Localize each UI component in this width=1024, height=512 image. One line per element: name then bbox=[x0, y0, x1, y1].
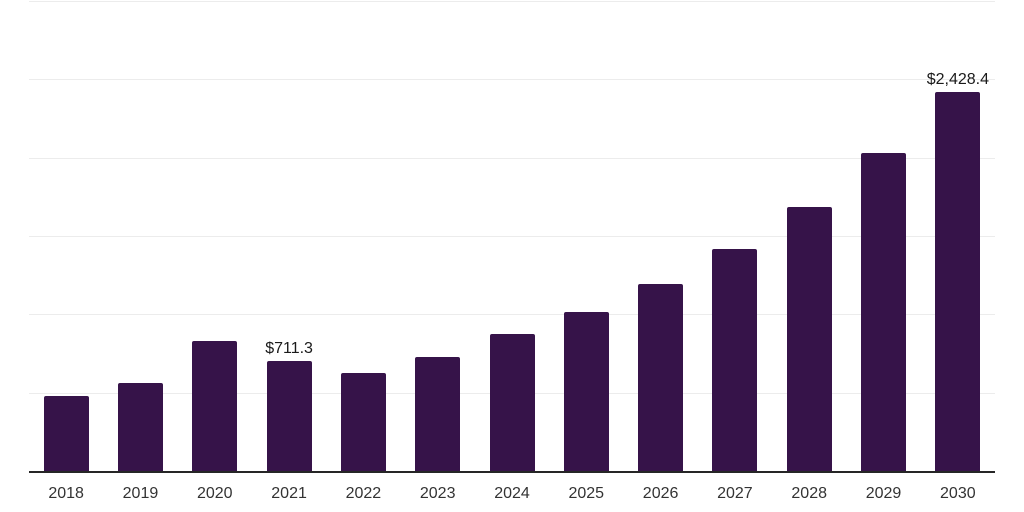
x-axis-line bbox=[29, 471, 995, 473]
x-tick-2019: 2019 bbox=[122, 485, 159, 502]
x-tick-2021: 2021 bbox=[271, 485, 307, 502]
bar-2024 bbox=[489, 334, 535, 472]
bar-2020 bbox=[192, 340, 238, 472]
gridline-2000 bbox=[29, 157, 995, 159]
bar-2021 bbox=[266, 360, 312, 472]
bar-2023 bbox=[415, 356, 461, 472]
x-tick-2022: 2022 bbox=[345, 485, 382, 502]
x-tick-2018: 2018 bbox=[48, 485, 84, 502]
bar-2027 bbox=[712, 248, 758, 472]
x-tick-2026: 2026 bbox=[642, 485, 679, 502]
plot-area: $711.3 $2,428.4 bbox=[29, 1, 995, 473]
gridline-3000 bbox=[29, 1, 995, 2]
x-tick-2020: 2020 bbox=[196, 485, 233, 502]
bar-2028 bbox=[786, 206, 832, 472]
bar-2025 bbox=[563, 312, 609, 472]
x-tick-2024: 2024 bbox=[494, 485, 530, 502]
bar-2030 bbox=[935, 91, 981, 472]
value-label-2030: $2,428.4 bbox=[926, 70, 989, 88]
bar-2026 bbox=[638, 284, 684, 472]
bar-2029 bbox=[861, 153, 907, 472]
x-tick-2025: 2025 bbox=[568, 485, 605, 502]
value-label-2021: $711.3 bbox=[265, 339, 313, 357]
bar-2019 bbox=[117, 383, 163, 472]
x-tick-2027: 2027 bbox=[717, 485, 753, 502]
x-tick-2029: 2029 bbox=[865, 485, 902, 502]
bar-2018 bbox=[43, 396, 89, 472]
gridline-2500 bbox=[29, 79, 995, 81]
x-axis-tick-labels: 2018 2019 2020 2021 2022 2023 2024 2025 2026 2027… bbox=[29, 484, 995, 508]
x-tick-2030: 2030 bbox=[940, 485, 976, 502]
bar-2022 bbox=[340, 372, 386, 472]
x-tick-2023: 2023 bbox=[419, 485, 456, 502]
x-tick-2028: 2028 bbox=[791, 485, 827, 502]
gridline-1500 bbox=[29, 236, 995, 237]
gridline-1000 bbox=[29, 314, 995, 316]
